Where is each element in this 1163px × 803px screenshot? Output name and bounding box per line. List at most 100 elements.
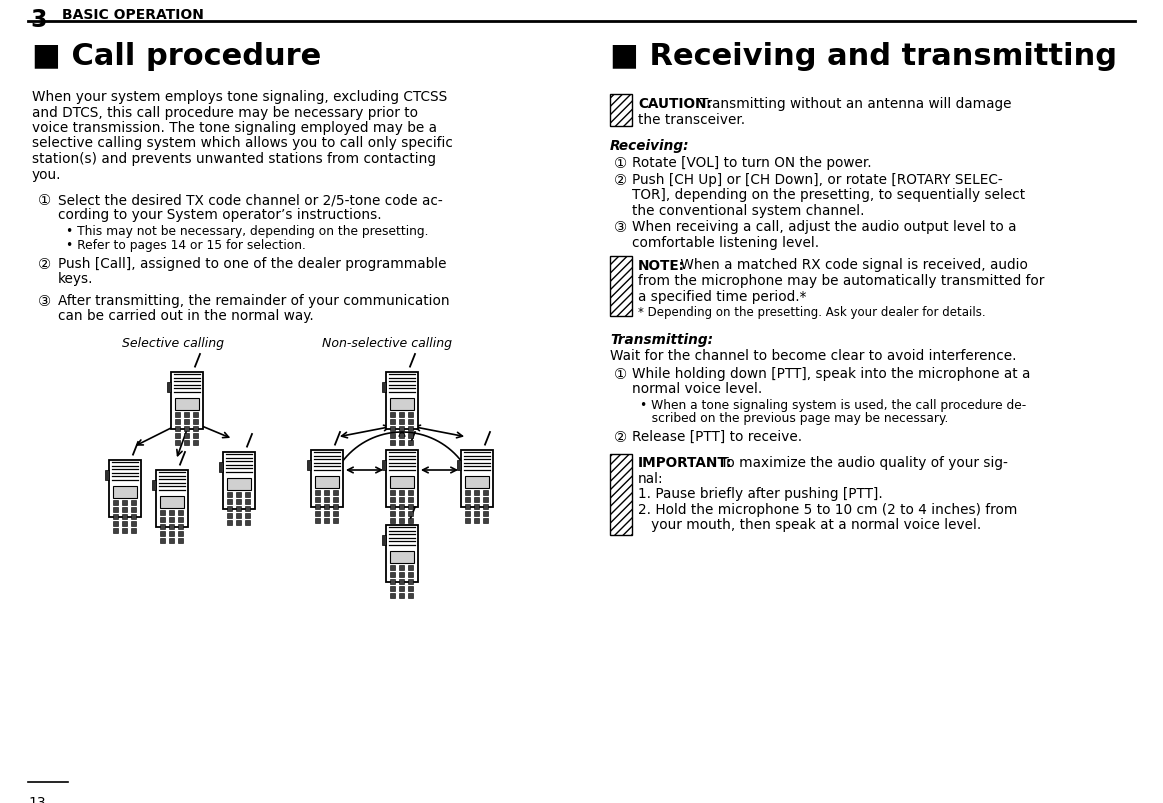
Text: Rotate [VOL] to turn ON the power.: Rotate [VOL] to turn ON the power. — [632, 157, 871, 170]
Text: Selective calling: Selective calling — [122, 336, 224, 349]
Bar — [390, 497, 394, 502]
Bar — [315, 476, 338, 488]
Bar — [169, 531, 173, 536]
Bar — [407, 503, 413, 509]
Bar — [473, 490, 478, 495]
Text: comfortable listening level.: comfortable listening level. — [632, 236, 819, 250]
Bar — [399, 565, 404, 570]
Bar — [121, 521, 127, 526]
Bar — [178, 538, 183, 543]
Bar — [386, 373, 418, 430]
Bar — [333, 518, 337, 523]
Text: ③: ③ — [614, 220, 627, 235]
Bar — [381, 382, 386, 393]
Text: station(s) and prevents unwanted stations from contacting: station(s) and prevents unwanted station… — [33, 152, 436, 165]
Bar — [390, 585, 394, 591]
Text: ■ Receiving and transmitting: ■ Receiving and transmitting — [611, 42, 1116, 71]
Bar — [399, 412, 404, 417]
Bar — [159, 517, 164, 522]
Bar — [399, 511, 404, 516]
Text: selective calling system which allows you to call only specific: selective calling system which allows yo… — [33, 137, 452, 150]
Text: scribed on the previous page may be necessary.: scribed on the previous page may be nece… — [640, 412, 948, 425]
Bar — [227, 520, 231, 525]
Text: your mouth, then speak at a normal voice level.: your mouth, then speak at a normal voice… — [638, 518, 982, 532]
Bar — [244, 513, 250, 518]
Text: When receiving a call, adjust the audio output level to a: When receiving a call, adjust the audio … — [632, 220, 1016, 234]
Bar — [390, 440, 394, 445]
Bar — [174, 426, 179, 431]
Bar — [235, 492, 241, 497]
Bar — [465, 476, 488, 488]
Text: • This may not be necessary, depending on the presetting.: • This may not be necessary, depending o… — [66, 225, 428, 238]
Bar — [390, 579, 394, 584]
Text: • When a tone signaling system is used, the call procedure de-: • When a tone signaling system is used, … — [640, 398, 1026, 411]
Bar — [611, 95, 632, 127]
Bar — [184, 419, 188, 424]
Text: can be carried out in the normal way.: can be carried out in the normal way. — [58, 309, 314, 323]
Bar — [333, 490, 337, 495]
Bar — [381, 536, 386, 545]
Bar — [407, 440, 413, 445]
Bar — [235, 506, 241, 511]
Bar — [407, 433, 413, 438]
Bar — [193, 412, 198, 417]
Bar — [227, 499, 231, 503]
Bar — [407, 412, 413, 417]
Text: • Refer to pages 14 or 15 for selection.: • Refer to pages 14 or 15 for selection. — [66, 238, 306, 251]
Bar — [113, 521, 117, 526]
Text: Transmitting:: Transmitting: — [611, 332, 713, 347]
Text: 1. Pause briefly after pushing [PTT].: 1. Pause briefly after pushing [PTT]. — [638, 487, 883, 501]
Text: voice transmission. The tone signaling employed may be a: voice transmission. The tone signaling e… — [33, 120, 437, 135]
Bar — [473, 503, 478, 509]
Bar — [390, 552, 414, 563]
Bar — [223, 452, 255, 509]
Bar — [464, 490, 470, 495]
Text: ①: ① — [614, 366, 627, 381]
Bar — [160, 496, 184, 508]
Bar — [121, 500, 127, 505]
Text: a specified time period.*: a specified time period.* — [638, 289, 806, 303]
Bar — [407, 426, 413, 431]
Bar — [483, 518, 487, 523]
Text: cording to your System operator’s instructions.: cording to your System operator’s instru… — [58, 208, 381, 222]
Text: Push [CH Up] or [CH Down], or rotate [ROTARY SELEC-: Push [CH Up] or [CH Down], or rotate [RO… — [632, 173, 1003, 187]
Bar — [323, 511, 328, 516]
Bar — [473, 511, 478, 516]
Bar — [227, 492, 231, 497]
Bar — [390, 593, 394, 597]
Bar — [390, 412, 394, 417]
Text: Non-selective calling: Non-selective calling — [322, 336, 452, 349]
Bar — [390, 503, 394, 509]
Bar — [159, 538, 164, 543]
Bar — [227, 479, 251, 491]
Bar — [611, 256, 632, 316]
Text: To maximize the audio quality of your sig-: To maximize the audio quality of your si… — [716, 456, 1008, 470]
Bar — [130, 521, 136, 526]
Bar — [464, 511, 470, 516]
Bar — [461, 450, 493, 507]
Bar — [167, 382, 171, 393]
Bar — [184, 433, 188, 438]
Bar — [399, 579, 404, 584]
Bar — [169, 538, 173, 543]
Bar — [184, 426, 188, 431]
Bar — [399, 440, 404, 445]
Bar — [407, 511, 413, 516]
Text: Release [PTT] to receive.: Release [PTT] to receive. — [632, 430, 802, 443]
Bar — [156, 471, 188, 528]
Text: BASIC OPERATION: BASIC OPERATION — [62, 8, 204, 22]
Bar — [159, 524, 164, 529]
Bar — [113, 528, 117, 533]
Bar — [121, 507, 127, 512]
Bar — [399, 497, 404, 502]
Bar — [386, 450, 418, 507]
Text: Wait for the channel to become clear to avoid interference.: Wait for the channel to become clear to … — [611, 349, 1016, 363]
Bar — [169, 510, 173, 515]
Bar — [178, 524, 183, 529]
Bar — [399, 490, 404, 495]
Bar — [105, 471, 109, 480]
Bar — [323, 518, 328, 523]
Bar — [483, 490, 487, 495]
Text: ②: ② — [38, 257, 51, 271]
Text: you.: you. — [33, 167, 62, 181]
